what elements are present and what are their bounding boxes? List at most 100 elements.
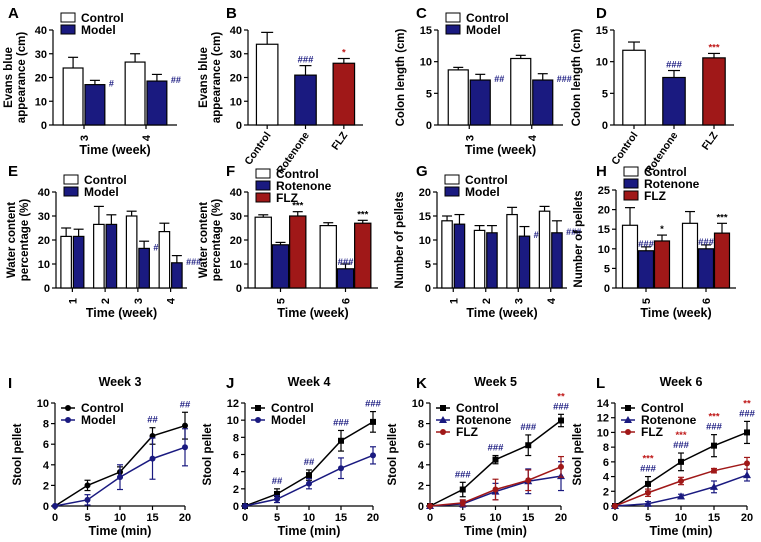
y-tick-label: 10 [230,259,242,271]
legend-swatch [60,24,76,35]
legend-swatch [444,186,460,197]
data-point [306,472,312,479]
x-tick-label: 4 [527,134,539,141]
data-point [182,422,188,429]
y-tick-label: 0 [236,120,242,132]
significance-mark: ## [180,399,191,410]
x-axis-label: Time (min) [650,524,713,538]
bar [532,79,554,126]
y-tick-label: 4 [603,472,610,484]
legend-label: FLZ [641,425,663,439]
bar [336,268,355,289]
significance-mark: ### [640,464,657,475]
legend-label: Control [641,401,684,415]
y-tick-label: 2 [418,480,424,492]
x-tick-label: 20 [741,512,753,524]
legend-label: Model [81,23,116,37]
panel-letter: A [8,5,19,22]
significance-mark: ## [494,74,504,84]
y-tick-label: 4 [43,460,50,472]
legend-swatch [63,174,79,185]
y-tick-label: 6 [603,457,609,469]
legend-label: Model [465,185,500,199]
panel-f: F 0 10 20 30 40 Water content percentage (%) ***… [198,163,378,320]
panel-c: C 0 5 10 15 Colon length (cm) ## 3 ### 4 Time (wee… [395,5,572,157]
y-tick-label: 25 [598,185,610,197]
legend-label: Control [84,173,127,187]
y-tick-label: 2 [233,484,239,496]
x-tick-label: 10 [303,512,315,524]
y-tick-label: 40 [35,25,47,37]
legend-swatch [623,166,639,177]
y-tick-label: 30 [230,211,242,223]
x-tick-label: Control [609,130,640,168]
significance-mark: ### [186,257,201,267]
y-axis-label: Colon length (cm) [395,28,407,126]
y-tick-label: 40 [230,25,242,37]
panel-letter: E [8,163,18,180]
y-axis-label: Number of pellets [573,190,585,287]
panel-l: L Week 6 0 2 4 6 8 10 12 14 Stool pellet 0 5 10 15 20 Ti… [572,375,756,538]
significance-mark: ### [673,440,690,451]
panel-letter: I [8,375,12,392]
x-tick-label: 3 [513,298,525,304]
bar [506,213,518,289]
bar [294,74,317,126]
y-tick-label: 5 [604,263,610,275]
significance-mark: ### [739,408,756,419]
y-tick-label: 20 [38,235,50,247]
x-tick-label: 10 [675,512,687,524]
bar [271,244,290,289]
bar [447,69,469,126]
bar [124,61,146,126]
significance-mark: ### [298,55,315,66]
data-point [677,492,685,500]
x-tick-label: 10 [489,512,501,524]
legend-swatch [255,168,271,179]
panel-b: B 0 10 20 30 40 Evans blue appearance (cm) Contr… [198,5,363,176]
legend-label: Control [81,401,124,415]
x-axis-label: Time (week) [465,143,536,157]
bar [697,248,715,289]
bar [146,80,168,126]
x-tick-label: 5 [274,512,280,524]
data-point [52,503,58,509]
y-axis-label: Stool pellet [387,423,399,485]
x-tick-label: 2 [100,298,112,304]
x-tick-label: FLZ [700,129,721,152]
bar [441,220,453,289]
significance-mark: ## [272,476,283,487]
data-point [255,417,261,423]
y-tick-label: 2 [603,486,609,498]
data-point [440,429,446,435]
panel-letter: L [596,375,605,392]
chart-title: Week 4 [288,375,331,389]
bar [653,240,671,289]
data-point [743,471,751,479]
x-tick-label: 20 [555,512,567,524]
legend-label: Control [276,167,319,181]
data-point [84,496,91,503]
legend-swatch [445,24,461,35]
x-axis-label: Time (min) [278,524,341,538]
y-tick-label: 30 [38,211,50,223]
panel-letter: H [596,163,607,180]
x-tick-label: 5 [460,512,466,524]
y-tick-label: 10 [38,259,50,271]
data-point [678,458,684,465]
y-axis-label: Stool pellet [12,423,24,485]
data-point [525,477,532,484]
y-tick-label: 15 [598,224,610,236]
significance-mark: ### [698,237,715,248]
bar [621,224,639,289]
y-axis-label: Water content [6,202,18,278]
panel-letter: K [416,375,427,392]
legend-label: Model [466,23,501,37]
bar [713,232,731,289]
panel-letter: B [226,5,237,22]
bar [105,223,118,289]
legend-label: Control [465,173,508,187]
x-axis-label: Time (week) [640,306,711,320]
bar [93,223,105,289]
